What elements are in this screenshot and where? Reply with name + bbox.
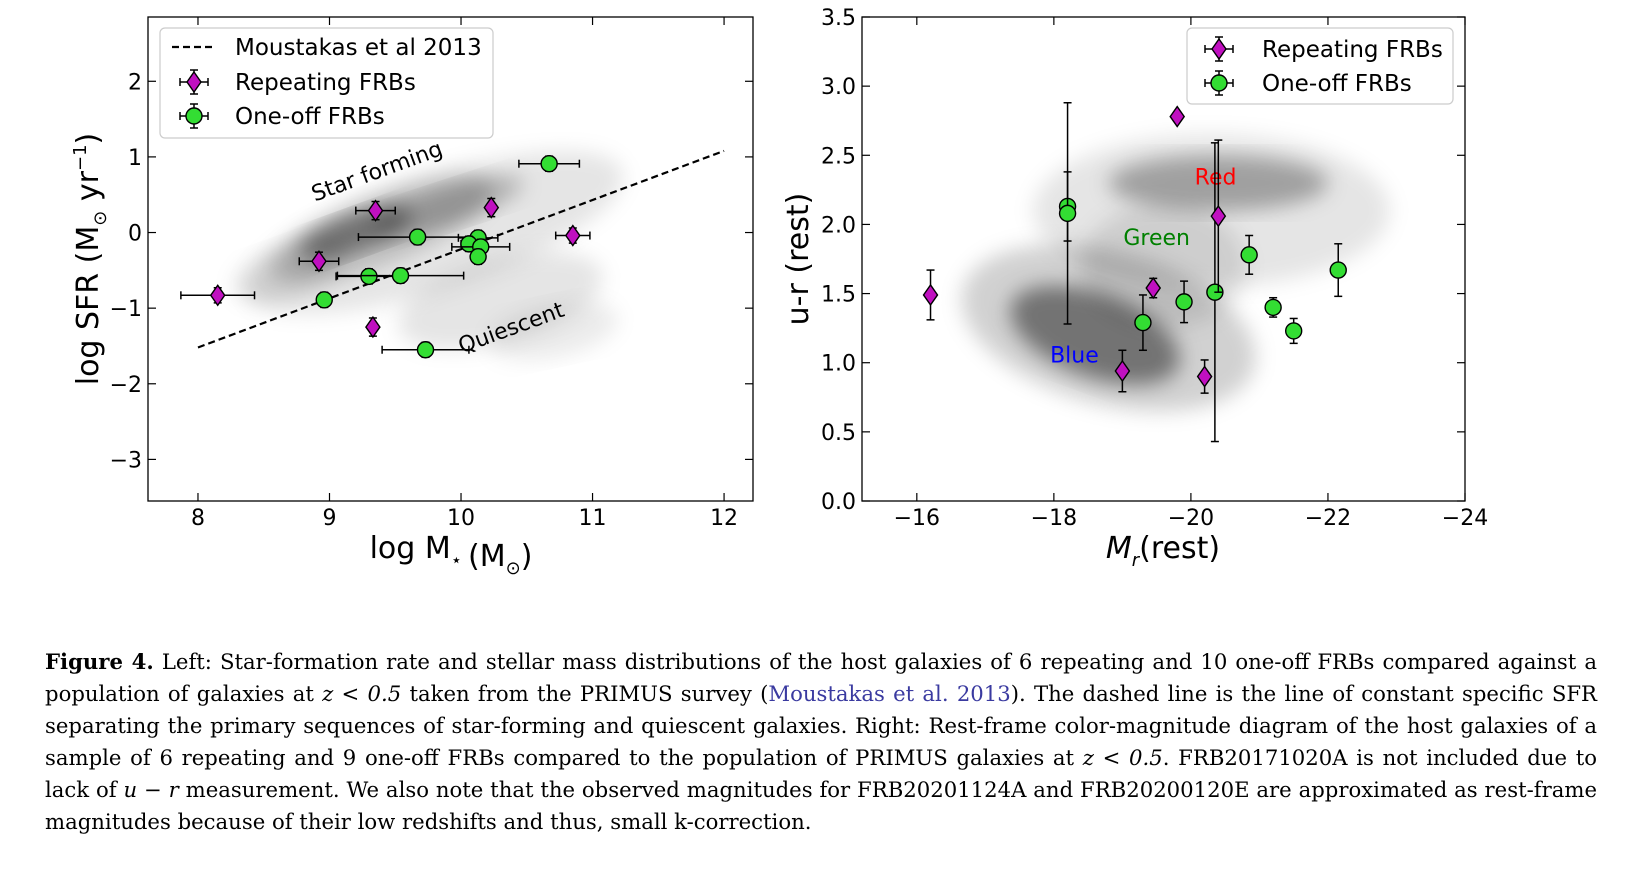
legend-oneoff-marker-icon [1204, 70, 1234, 96]
legend-circle-marker [1210, 74, 1228, 92]
caption-math-1: z < 0.5 [322, 681, 402, 706]
oneoff-frb-point [408, 228, 427, 246]
y-tick-label: 1.5 [821, 283, 856, 308]
density-blob [1081, 203, 1246, 329]
caption-text-3: ). The dashed line is the line of consta… [45, 681, 1597, 770]
oneoff-frb-point [1264, 298, 1282, 317]
y-tick-label: −2 [110, 373, 142, 398]
y-tick-label: 2 [128, 70, 142, 95]
legend-oneoff-marker-icon [179, 103, 209, 129]
oneoff-frb-point [1240, 246, 1258, 264]
right-legend-box [1186, 27, 1454, 105]
x-tick-label: −18 [1031, 506, 1077, 531]
oneoff-frb-point [360, 267, 378, 286]
repeating-frb-point [922, 283, 939, 307]
x-tick-label: −20 [1168, 506, 1214, 531]
oneoff-frb-point [1058, 204, 1077, 223]
right-axes: −16 −18 −20 −22 −24 0.0 0.5 1.0 1.5 2.0 2.5 3.0 3.5 [821, 6, 1488, 531]
legend-label-moustakas: Moustakas et al 2013 [235, 35, 482, 61]
density-blob [488, 301, 618, 361]
oneoff-frb-point [1329, 261, 1347, 279]
repeating-frb-point [564, 224, 581, 247]
repeating-frb-point [1114, 359, 1131, 383]
repeating-frb-point [365, 315, 381, 339]
oneoff-frb-point [1284, 322, 1303, 340]
caption-text-1: Left: Star-formation rate and stellar ma… [45, 649, 1598, 706]
y-tick-label: −3 [110, 448, 142, 473]
caption-math-3: u − r [123, 777, 179, 802]
left-legend: Moustakas et al 2013 Repeating FRBs One-… [159, 27, 494, 139]
caption-math-2: z < 0.5 [1082, 745, 1163, 770]
oneoff-frb-point [1134, 313, 1152, 332]
oneoff-frb-point [1175, 293, 1193, 311]
y-tick-label: 0.5 [821, 421, 856, 446]
repeating-frb-point [1196, 365, 1213, 388]
left-y-axis-label: log SFR (M⊙ yr−1) [70, 133, 111, 386]
repeating-frb-point [483, 196, 500, 219]
y-tick-label: −1 [110, 297, 142, 322]
legend-label-oneoff: One-off FRBs [235, 104, 385, 130]
y-tick-label: 2.0 [821, 213, 856, 238]
primus-density-right [961, 134, 1390, 412]
density-blob [372, 175, 524, 237]
repeating-frb-point [209, 284, 226, 307]
repeating-frb-point [1210, 204, 1227, 228]
legend-diamond-marker [1211, 37, 1227, 61]
repeating-frb-point [1169, 105, 1186, 128]
legend-label-repeating: Repeating FRBs [235, 70, 416, 96]
oneoff-frb-point [469, 248, 487, 266]
oneoff-frb-point [540, 155, 558, 173]
repeating-frb-point [311, 250, 327, 273]
right-x-axis-label: Mr(rest) [1106, 531, 1220, 571]
legend-repeating-marker-icon [179, 69, 209, 95]
x-tick-label: −24 [1442, 506, 1488, 531]
oneoff-frb-point [416, 341, 435, 359]
x-tick-label: −22 [1305, 506, 1351, 531]
citation-link[interactable]: Moustakas et al. 2013 [768, 681, 1011, 706]
legend-repeating-marker-icon [1204, 36, 1234, 62]
left-x-axis-label: log M⋆ (M⊙) [370, 531, 533, 579]
x-tick-label: 8 [191, 506, 205, 531]
left-axes-frame [147, 16, 754, 502]
x-tick-label: −16 [894, 506, 940, 531]
legend-diamond-marker [186, 70, 202, 94]
legend-circle-marker [185, 107, 203, 125]
legend-label-oneoff: One-off FRBs [1262, 71, 1412, 97]
x-tick-label: 11 [579, 506, 607, 531]
x-tick-label: 12 [710, 506, 738, 531]
right-axes-frame [861, 16, 1466, 502]
caption-text-2: taken from the PRIMUS survey ( [401, 681, 769, 706]
repeating-frb-point [367, 199, 384, 222]
left-legend-box [159, 27, 494, 139]
y-tick-label: 0 [128, 222, 142, 247]
region-annotation: Green [1123, 226, 1190, 251]
x-tick-label: 10 [447, 506, 475, 531]
oneoff-frb-point [391, 266, 410, 285]
y-tick-label: 2.5 [821, 144, 856, 169]
moustakas-line [197, 149, 725, 349]
caption-text-5: measurement. We also note that the obser… [45, 777, 1597, 834]
right-y-axis-label: u-r (rest) [781, 193, 816, 326]
caption-text-4: . FRB20171020A is not included due to la… [45, 745, 1597, 802]
y-tick-label: 1 [128, 146, 142, 171]
y-tick-label: 3.0 [821, 75, 856, 100]
region-annotation: Blue [1050, 344, 1099, 369]
legend-label-repeating: Repeating FRBs [1262, 37, 1443, 63]
right-legend: Repeating FRBs One-off FRBs [1186, 27, 1454, 105]
y-tick-label: 1.0 [821, 352, 856, 377]
figure: Star forming Quiescent 8 9 10 11 12 −3 −2 −1 0 1 2 … [70, 6, 1488, 579]
repeating-frb-point [1145, 276, 1162, 300]
y-tick-label: 0.0 [821, 490, 856, 515]
oneoff-frb-point [315, 291, 333, 309]
y-tick-label: 3.5 [821, 6, 856, 31]
figure-caption: Figure 4. Left: Star-formation rate and … [45, 646, 1597, 838]
caption-label: Figure 4. [45, 649, 154, 674]
x-tick-label: 9 [323, 506, 337, 531]
